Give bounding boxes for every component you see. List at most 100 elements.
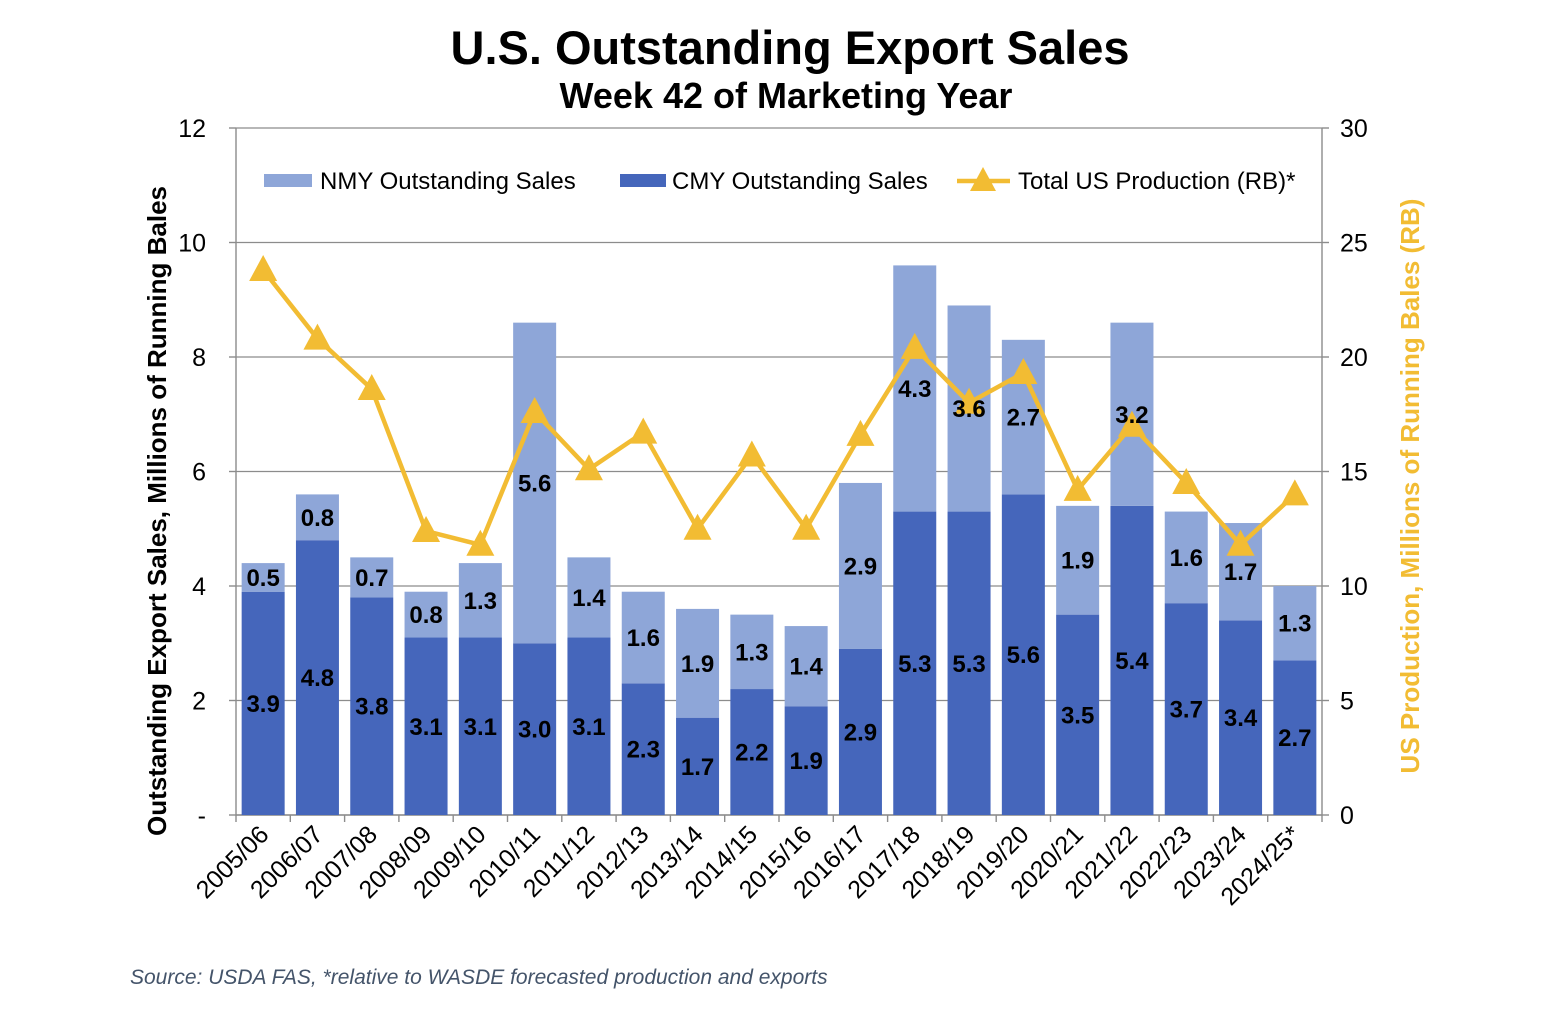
bar-cmy <box>947 511 991 815</box>
production-marker <box>466 529 495 556</box>
bar-cmy <box>784 706 828 815</box>
data-label-nmy: 1.7 <box>1224 559 1257 586</box>
y-tick-label: - <box>198 802 206 830</box>
production-marker <box>1117 410 1146 437</box>
data-label-nmy: 0.5 <box>246 565 279 592</box>
data-label-nmy: 3.6 <box>952 396 985 423</box>
data-label-cmy: 3.1 <box>409 714 442 741</box>
production-marker <box>412 516 441 543</box>
bar-nmy <box>621 591 665 684</box>
bar-nmy <box>350 557 394 598</box>
production-marker <box>1226 529 1255 556</box>
y-tick-label: 10 <box>178 230 206 258</box>
production-marker <box>1063 474 1092 501</box>
production-marker <box>249 254 278 281</box>
production-marker <box>955 387 984 414</box>
y-axis-title: Outstanding Export Sales, Millions of Ru… <box>142 186 172 836</box>
bar-cmy <box>893 511 937 815</box>
chart-title: U.S. Outstanding Export Sales <box>451 21 1130 74</box>
bar-cmy <box>1001 494 1045 815</box>
data-label-nmy: 1.4 <box>789 654 823 681</box>
data-label-nmy: 1.6 <box>627 625 660 652</box>
bar-cmy <box>1273 660 1317 815</box>
data-label-nmy: 5.6 <box>518 470 551 497</box>
bar-nmy <box>730 614 774 690</box>
data-label-cmy: 5.6 <box>1007 642 1040 669</box>
legend-label-nmy: NMY Outstanding Sales <box>320 168 576 195</box>
data-label-cmy: 1.9 <box>789 748 822 775</box>
bar-cmy <box>295 540 339 815</box>
legend-triangle-icon <box>970 167 996 191</box>
data-label-cmy: 3.4 <box>1224 705 1258 732</box>
data-label-nmy: 1.3 <box>1278 611 1311 638</box>
data-label-cmy: 1.7 <box>681 754 714 781</box>
data-label-nmy: 2.9 <box>844 553 877 580</box>
data-label-cmy: 5.3 <box>952 651 985 678</box>
data-label-nmy: 1.3 <box>735 639 768 666</box>
bar-cmy <box>350 597 394 815</box>
data-label-cmy: 5.4 <box>1115 648 1149 675</box>
data-label-nmy: 4.3 <box>898 376 931 403</box>
bar-nmy <box>838 482 882 649</box>
legend-item-production: Total US Production (RB)* <box>957 167 1295 195</box>
legend-item-cmy: CMY Outstanding Sales <box>620 168 928 195</box>
data-label-cmy: 3.8 <box>355 694 388 721</box>
data-label-nmy: 0.8 <box>301 505 334 532</box>
bar-nmy <box>513 322 557 644</box>
data-label-nmy: 2.7 <box>1007 405 1040 432</box>
bar-cmy <box>1110 505 1154 815</box>
y2-tick-label: 0 <box>1340 802 1354 830</box>
data-label-cmy: 2.2 <box>735 740 768 767</box>
production-marker <box>1009 358 1038 385</box>
production-marker <box>520 396 549 423</box>
bar-cmy <box>513 643 557 815</box>
y-tick-label: 8 <box>192 344 206 372</box>
y-tick-label: 4 <box>192 573 206 601</box>
bar-nmy <box>458 563 502 638</box>
bar-cmy <box>1056 614 1100 815</box>
production-marker <box>683 513 712 540</box>
y2-tick-label: 25 <box>1340 230 1368 258</box>
bar-cmy <box>404 637 448 815</box>
legend-swatch-nmy <box>264 174 312 187</box>
y2-tick-label: 20 <box>1340 344 1368 372</box>
source-note: Source: USDA FAS, *relative to WASDE for… <box>130 966 828 989</box>
bar-nmy <box>404 591 448 638</box>
data-label-cmy: 2.7 <box>1278 725 1311 752</box>
production-marker <box>629 417 658 444</box>
bar-nmy <box>893 265 937 512</box>
legend: NMY Outstanding Sales CMY Outstanding Sa… <box>264 167 1295 195</box>
data-label-nmy: 3.2 <box>1115 402 1148 429</box>
bar-cmy <box>1219 620 1263 815</box>
y-tick-label: 12 <box>178 115 206 143</box>
production-marker <box>574 454 603 481</box>
data-label-nmy: 0.8 <box>409 602 442 629</box>
data-labels: 3.9 0.5 4.8 0.8 3.8 0.7 3.1 0.8 3.1 1.3 3.0 5.6 3.1 1… <box>246 376 1311 781</box>
legend-item-nmy: NMY Outstanding Sales <box>264 168 576 195</box>
bar-nmy <box>1273 586 1317 661</box>
data-label-nmy: 1.9 <box>681 651 714 678</box>
data-label-cmy: 4.8 <box>301 665 334 692</box>
data-label-cmy: 3.0 <box>518 717 551 744</box>
legend-label-cmy: CMY Outstanding Sales <box>672 168 928 195</box>
y2-tick-label: 5 <box>1340 688 1354 716</box>
data-label-cmy: 5.3 <box>898 651 931 678</box>
bar-nmy <box>676 608 720 718</box>
bar-cmy <box>621 683 665 815</box>
data-label-nmy: 1.9 <box>1061 548 1094 575</box>
chart-subtitle: Week 42 of Marketing Year <box>560 75 1013 116</box>
data-label-cmy: 3.9 <box>246 691 279 718</box>
data-label-cmy: 3.5 <box>1061 702 1094 729</box>
production-marker <box>303 323 332 350</box>
bar-cmy <box>676 717 720 815</box>
legend-swatch-cmy <box>620 174 666 187</box>
data-label-cmy: 3.1 <box>572 714 605 741</box>
legend-label-production: Total US Production (RB)* <box>1018 168 1295 195</box>
data-label-nmy: 0.7 <box>355 565 388 592</box>
bar-nmy <box>295 494 339 541</box>
production-marker <box>846 419 875 446</box>
production-marker <box>357 374 386 401</box>
bar-cmy <box>458 637 502 815</box>
